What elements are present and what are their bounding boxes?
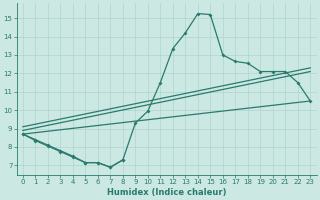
X-axis label: Humidex (Indice chaleur): Humidex (Indice chaleur): [107, 188, 226, 197]
